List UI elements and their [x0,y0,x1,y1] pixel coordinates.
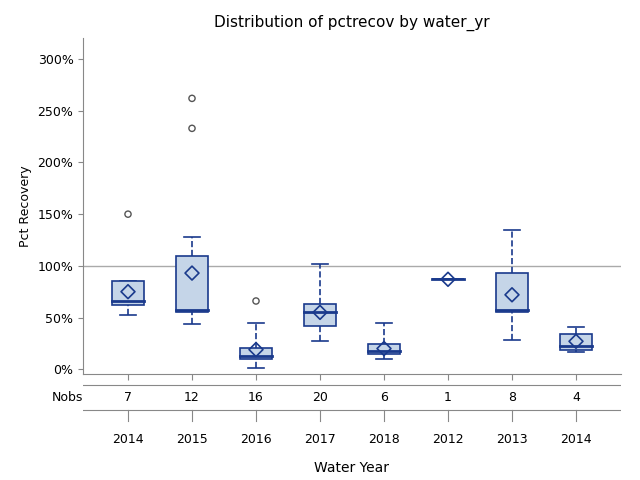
Point [187,95,197,102]
Text: 7: 7 [124,391,132,404]
Text: Nobs: Nobs [52,391,83,404]
Text: 2017: 2017 [304,433,336,446]
Text: 2014: 2014 [112,433,144,446]
Text: Water Year: Water Year [314,461,390,475]
Text: 2016: 2016 [240,433,272,446]
Text: 2018: 2018 [368,433,400,446]
Text: 8: 8 [508,391,516,404]
Point [123,288,133,296]
Y-axis label: Pct Recovery: Pct Recovery [19,166,32,247]
FancyBboxPatch shape [240,348,272,359]
Text: 6: 6 [380,391,388,404]
FancyBboxPatch shape [176,255,208,312]
Text: 1: 1 [444,391,452,404]
Point [315,309,325,316]
Text: 2012: 2012 [432,433,464,446]
FancyBboxPatch shape [112,281,144,305]
Point [123,210,133,218]
Point [251,297,261,305]
FancyBboxPatch shape [368,345,400,354]
Text: 16: 16 [248,391,264,404]
FancyBboxPatch shape [560,334,592,349]
Text: 2014: 2014 [560,433,592,446]
Point [379,345,389,352]
Point [507,291,517,299]
FancyBboxPatch shape [304,304,336,326]
Title: Distribution of pctrecov by water_yr: Distribution of pctrecov by water_yr [214,15,490,32]
Text: 2013: 2013 [496,433,528,446]
Point [571,337,581,345]
Text: 4: 4 [572,391,580,404]
Point [187,269,197,277]
FancyBboxPatch shape [496,273,528,312]
Text: 12: 12 [184,391,200,404]
Point [443,276,453,283]
Text: 20: 20 [312,391,328,404]
Point [251,346,261,353]
Text: 2015: 2015 [176,433,208,446]
Point [187,124,197,132]
